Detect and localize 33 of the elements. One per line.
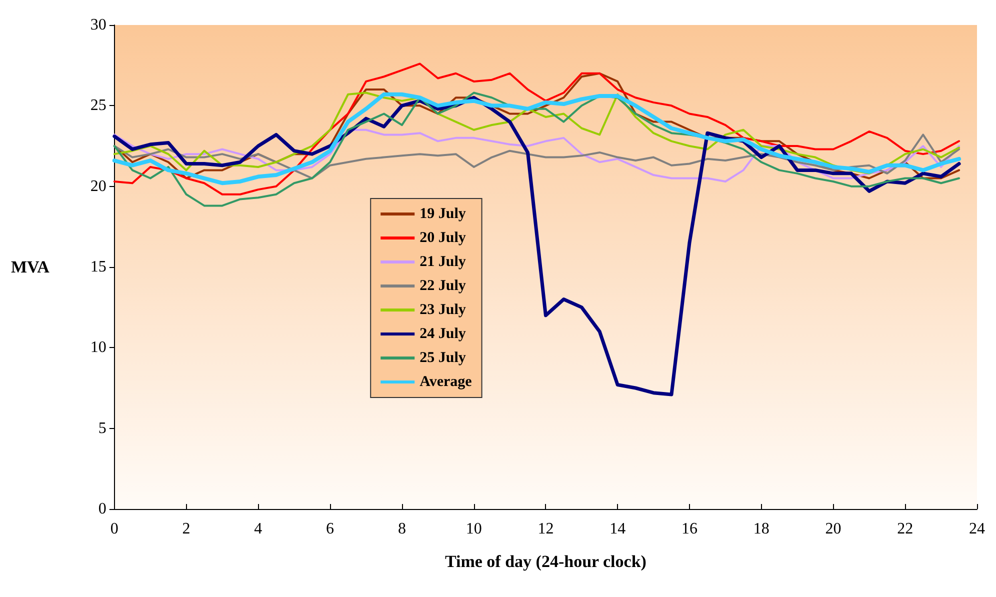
legend-label: 24 July	[420, 326, 466, 342]
y-tick-label: 25	[90, 97, 106, 114]
y-tick-label: 5	[98, 420, 106, 437]
x-tick-label: 16	[681, 520, 698, 538]
x-tick-label: 8	[398, 520, 406, 538]
x-tick-label: 20	[825, 520, 842, 538]
x-axis-title: Time of day (24-hour clock)	[444, 552, 646, 571]
legend-label: 20 July	[420, 230, 466, 246]
line-series	[112, 96, 961, 396]
x-tick-label: 12	[538, 520, 554, 538]
y-tick-label: 10	[90, 339, 106, 356]
y-tick-label: 15	[90, 258, 106, 276]
x-tick-label: 14	[610, 520, 626, 538]
line-series	[113, 62, 960, 196]
line-series	[113, 92, 960, 207]
x-tick-label: 18	[753, 520, 770, 538]
x-tick-label: 24	[969, 520, 985, 538]
x-tick-label: 10	[466, 520, 482, 538]
x-tick-label: 0	[110, 520, 118, 538]
y-tick-label: 0	[98, 500, 106, 518]
legend-label: 21 July	[420, 254, 466, 270]
x-tick-label: 6	[326, 520, 334, 538]
x-tick-label: 4	[254, 520, 262, 538]
legend-label: 25 July	[420, 350, 466, 366]
y-tick-label: 20	[90, 178, 106, 195]
legend-label: 19 July	[420, 206, 466, 222]
x-tick-label: 22	[897, 520, 914, 538]
legend-label: 23 July	[420, 302, 466, 318]
x-tick-label: 2	[182, 520, 190, 538]
y-tick-label: 30	[90, 16, 106, 34]
y-axis-title: MVA	[10, 258, 50, 276]
legend-label: Average	[420, 374, 472, 390]
legend-label: 22 July	[420, 278, 466, 294]
